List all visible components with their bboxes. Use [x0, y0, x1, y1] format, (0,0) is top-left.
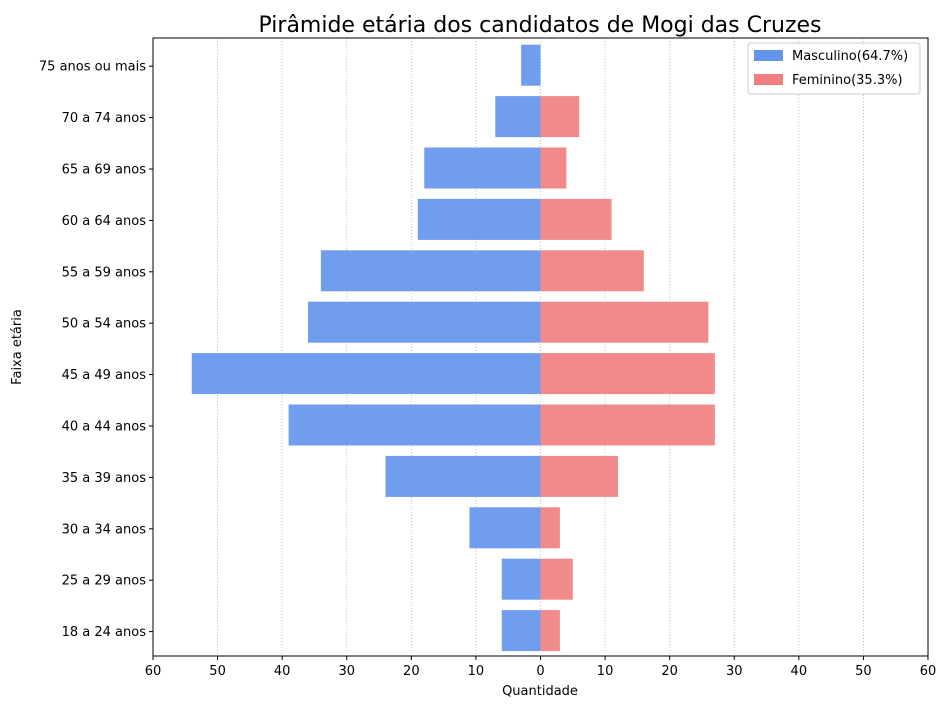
- y-tick-label: 65 a 69 anos: [62, 163, 147, 178]
- bar-masculino: [288, 404, 541, 446]
- bar-masculino: [501, 610, 541, 652]
- legend-frame: [747, 42, 921, 95]
- x-axis-label: Quantidade: [502, 684, 578, 699]
- bar-masculino: [495, 96, 541, 138]
- y-tick-label: 40 a 44 anos: [62, 420, 147, 435]
- y-tick-label: 35 a 39 anos: [62, 471, 147, 486]
- bar-feminino: [540, 558, 573, 600]
- bar-masculino: [417, 198, 541, 240]
- x-tick-label: 60: [920, 664, 937, 679]
- x-tick-label: 10: [597, 664, 614, 679]
- bar-feminino: [540, 301, 709, 343]
- x-tick-label: 20: [403, 664, 420, 679]
- bar-feminino: [540, 507, 560, 549]
- y-axis-ticks: 75 anos ou mais 70 a 74 anos 65 a 69 anos 6…: [39, 60, 153, 640]
- legend-swatch-feminino: [754, 74, 783, 85]
- y-tick-label: 25 a 29 anos: [62, 574, 147, 589]
- y-tick-label: 60 a 64 anos: [62, 214, 147, 229]
- bar-masculino: [424, 147, 541, 189]
- y-tick-label: 55 a 59 anos: [62, 265, 147, 280]
- y-tick-label: 30 a 34 anos: [62, 522, 147, 537]
- y-tick-label: 45 a 49 anos: [62, 368, 147, 383]
- x-tick-label: 60: [145, 664, 162, 679]
- bars-group: [191, 44, 715, 652]
- legend-label-feminino: Feminino(35.3%): [792, 73, 903, 88]
- y-axis-label: Faixa etária: [10, 309, 25, 385]
- bar-masculino: [191, 353, 541, 395]
- bar-feminino: [540, 198, 612, 240]
- x-tick-label: 50: [209, 664, 226, 679]
- x-axis-ticks: 60 50 40 30 20 10 0 10 20 30 40 50 60: [145, 656, 937, 679]
- chart-title: Pirâmide etária dos candidatos de Mogi d…: [259, 13, 822, 38]
- bar-masculino: [308, 301, 541, 343]
- legend-label-masculino: Masculino(64.7%): [792, 49, 908, 64]
- bar-masculino: [469, 507, 541, 549]
- bar-masculino: [501, 558, 541, 600]
- grid-lines: [217, 38, 864, 656]
- x-tick-label: 0: [536, 664, 544, 679]
- bar-feminino: [540, 455, 618, 497]
- bar-feminino: [540, 96, 580, 138]
- bar-feminino: [540, 353, 715, 395]
- y-tick-label: 18 a 24 anos: [62, 625, 147, 640]
- x-tick-label: 40: [274, 664, 291, 679]
- bar-feminino: [540, 147, 567, 189]
- bar-masculino: [320, 250, 541, 292]
- bar-masculino: [385, 455, 541, 497]
- legend-swatch-masculino: [754, 50, 783, 61]
- y-tick-label: 75 anos ou mais: [39, 60, 146, 75]
- legend: Masculino(64.7%) Feminino(35.3%): [747, 42, 921, 95]
- x-tick-label: 10: [468, 664, 485, 679]
- bar-feminino: [540, 250, 644, 292]
- y-tick-label: 70 a 74 anos: [62, 111, 147, 126]
- y-tick-label: 50 a 54 anos: [62, 317, 147, 332]
- x-tick-label: 30: [726, 664, 743, 679]
- x-tick-label: 40: [791, 664, 808, 679]
- x-tick-label: 20: [661, 664, 678, 679]
- x-tick-label: 50: [855, 664, 872, 679]
- x-tick-label: 30: [338, 664, 355, 679]
- bar-masculino: [521, 44, 541, 86]
- bar-feminino: [540, 610, 560, 652]
- bar-feminino: [540, 404, 715, 446]
